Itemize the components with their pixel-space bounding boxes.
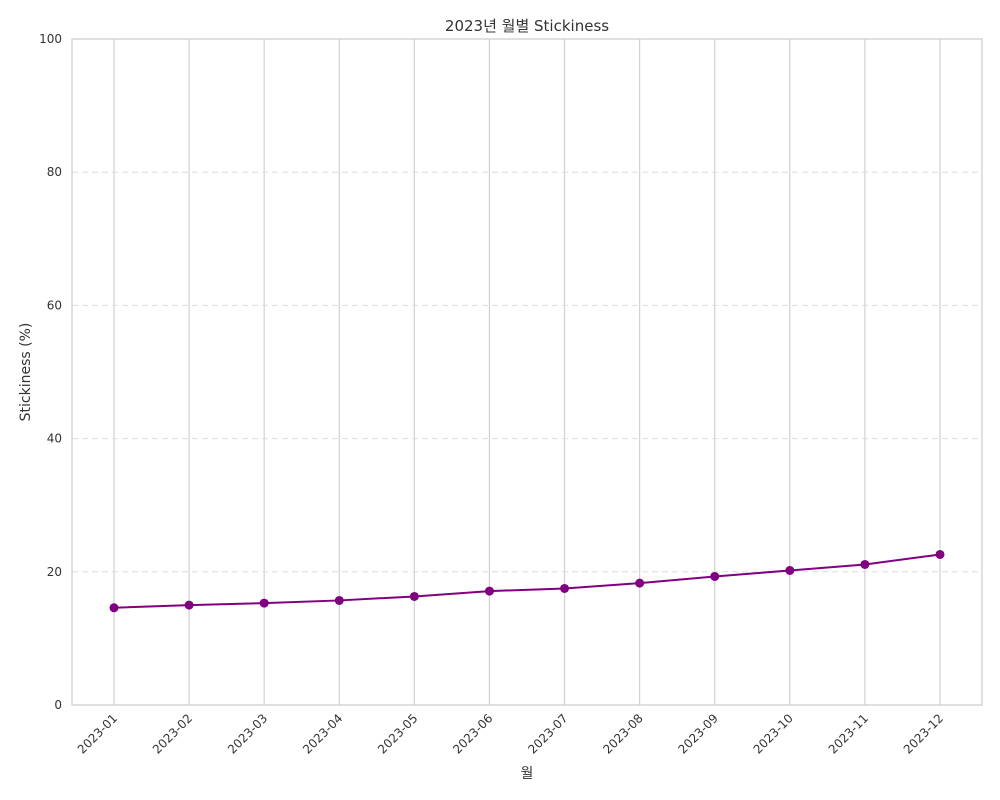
data-point xyxy=(259,598,269,608)
y-tick-label: 100 xyxy=(39,32,62,46)
data-point xyxy=(785,565,795,575)
data-point xyxy=(710,571,720,581)
y-axis-title: Stickiness (%) xyxy=(18,323,34,422)
data-point xyxy=(860,559,870,569)
series-layer xyxy=(109,549,945,613)
y-tick-label: 80 xyxy=(47,165,62,179)
data-point xyxy=(635,578,645,588)
y-tick-label: 20 xyxy=(47,565,62,579)
series-line xyxy=(113,553,941,609)
data-point xyxy=(334,595,344,605)
data-point xyxy=(484,586,494,596)
x-axis-title: 월 xyxy=(521,766,534,782)
data-point xyxy=(184,600,194,610)
data-point xyxy=(560,583,570,593)
data-point xyxy=(935,549,945,559)
plot-frame xyxy=(71,38,983,706)
grid-layer xyxy=(72,39,982,705)
chart-title: 2023년 월별 Stickiness xyxy=(445,17,609,35)
data-point xyxy=(109,603,119,613)
y-tick-label: 0 xyxy=(54,698,62,712)
data-point xyxy=(409,591,419,601)
y-tick-label: 60 xyxy=(47,298,62,312)
y-tick-label: 40 xyxy=(47,432,62,446)
